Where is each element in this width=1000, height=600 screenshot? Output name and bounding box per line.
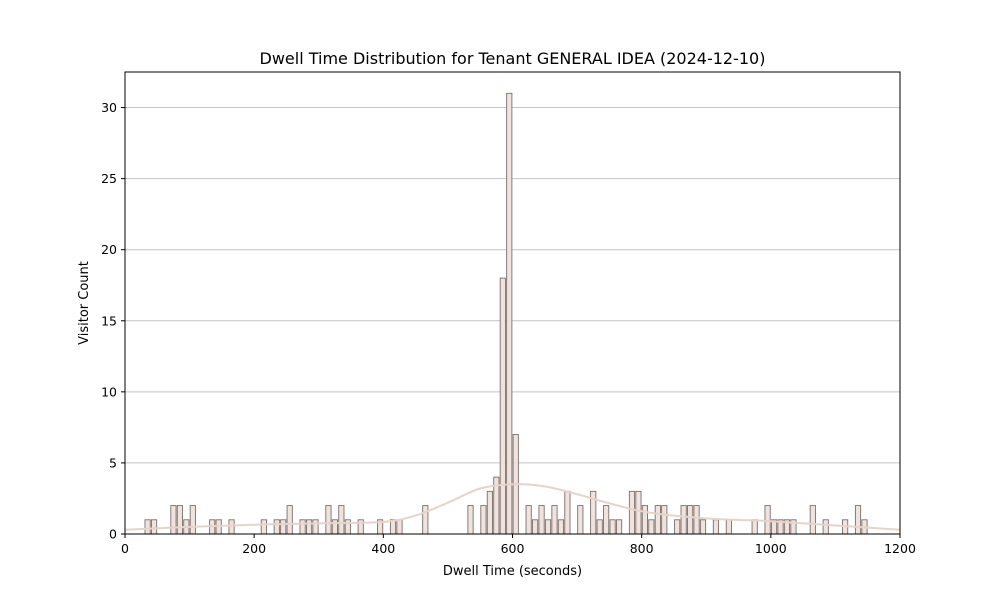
kde-curve-layer — [124, 483, 901, 531]
histogram-bar — [144, 519, 151, 535]
histogram-bar — [260, 519, 267, 535]
histogram-bar — [486, 490, 493, 535]
histogram-bar — [325, 505, 332, 535]
histogram-bar — [189, 505, 196, 535]
kde-curve — [124, 483, 901, 531]
histogram-bar — [422, 505, 429, 535]
histogram-bar — [467, 505, 474, 535]
histogram-bar — [699, 519, 707, 535]
histogram-bar — [693, 505, 700, 535]
histogram-bar — [344, 519, 351, 535]
x-axis-label: Dwell Time (seconds) — [443, 564, 582, 579]
histogram-bar — [564, 490, 571, 535]
y-axis-ticks: 0 5 10 15 20 25 30 — [101, 100, 125, 542]
histogram-bar — [648, 519, 655, 535]
y-tick-label: 25 — [101, 171, 117, 186]
histogram-bar — [751, 519, 758, 535]
x-tick-label: 800 — [630, 541, 654, 556]
x-tick-label: 1200 — [884, 541, 916, 556]
y-tick-label: 0 — [109, 527, 117, 542]
histogram-bar — [551, 505, 558, 535]
x-tick-label: 1000 — [755, 541, 787, 556]
histogram-bar — [854, 505, 862, 535]
histogram-bar — [499, 277, 506, 535]
histogram-bar — [396, 519, 403, 535]
histogram-bar — [609, 519, 616, 535]
histogram-bar — [228, 519, 235, 535]
histogram-bar — [480, 505, 487, 535]
histogram-bar — [286, 505, 293, 535]
x-tick-label: 600 — [501, 541, 525, 556]
plot-frame — [124, 71, 901, 535]
histogram-bar — [764, 505, 771, 535]
histogram-bar — [596, 519, 603, 535]
histogram-bar — [176, 505, 183, 535]
histogram-bar — [654, 505, 661, 535]
y-tick-label: 15 — [101, 313, 117, 328]
histogram-bar — [687, 505, 694, 535]
histogram-bar — [280, 519, 287, 535]
histogram-bar — [615, 519, 623, 535]
histogram-bar — [312, 519, 319, 535]
histogram-bar — [299, 519, 306, 535]
histogram-bar — [544, 519, 552, 535]
histogram-bar — [635, 490, 642, 535]
histogram-bar — [822, 519, 829, 535]
histogram-bar — [538, 505, 545, 535]
x-tick-label: 0 — [121, 541, 129, 556]
y-tick-label: 20 — [101, 242, 117, 257]
histogram-bar — [725, 519, 732, 535]
histogram-bar — [603, 505, 610, 535]
histogram-bar — [680, 505, 687, 535]
gridlines — [125, 107, 900, 464]
histogram-bar — [557, 519, 565, 535]
y-tick-label: 10 — [101, 384, 117, 399]
histogram-bar — [674, 519, 681, 535]
histogram-bar — [331, 519, 338, 535]
histogram-bar — [506, 92, 513, 535]
histogram-bar — [273, 519, 280, 535]
x-tick-label: 200 — [242, 541, 266, 556]
histogram-bar — [641, 505, 648, 535]
y-axis-label: Visitor Count — [77, 261, 92, 345]
x-tick-label: 400 — [371, 541, 395, 556]
histogram-bar — [532, 519, 539, 535]
x-axis-ticks: 0 200 400 600 800 1000 1200 — [121, 534, 916, 556]
histogram-bar — [712, 519, 720, 535]
chart-title: Dwell Time Distribution for Tenant GENER… — [260, 49, 766, 68]
histogram-bars — [144, 92, 868, 535]
histogram-bar — [305, 519, 313, 535]
histogram-bar — [338, 505, 345, 535]
histogram-bar — [809, 505, 816, 535]
histogram-bar — [628, 490, 636, 535]
histogram-bar — [661, 505, 668, 535]
histogram-bar — [170, 505, 177, 535]
y-tick-label: 5 — [109, 455, 117, 470]
histogram-bar — [525, 505, 532, 535]
y-tick-label: 30 — [101, 100, 117, 115]
histogram-bar — [150, 519, 158, 535]
histogram-bar — [577, 505, 584, 535]
